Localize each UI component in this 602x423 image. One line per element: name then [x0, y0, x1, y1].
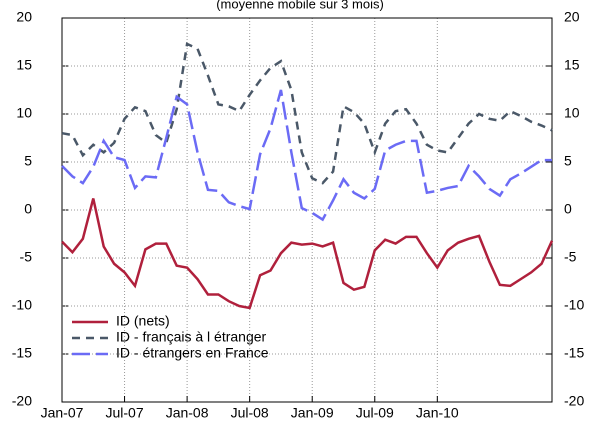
x-tick-label: Jul-08 — [231, 405, 269, 421]
plot-frame — [61, 17, 553, 403]
series-line — [61, 42, 553, 185]
series-line — [61, 89, 552, 222]
y-tick-label: -15 — [12, 345, 32, 361]
x-tick-label: Jul-07 — [105, 405, 143, 421]
x-tick-label: Jan-07 — [41, 405, 84, 421]
y-tick-label: 15 — [16, 57, 32, 73]
y2-tick-label: 20 — [564, 9, 580, 25]
y2-tick-label: 15 — [564, 57, 580, 73]
y2-tick-label: -20 — [564, 393, 584, 409]
y2-tick-label: -15 — [564, 345, 584, 361]
y-tick-label: -20 — [12, 393, 32, 409]
y2-tick-label: -5 — [564, 249, 577, 265]
y2-tick-label: 5 — [564, 153, 572, 169]
legend-label: ID (nets) — [116, 313, 170, 329]
y-tick-label: 5 — [24, 153, 32, 169]
x-tick-label: Jul-09 — [356, 405, 394, 421]
legend-label: ID - français à l étranger — [116, 329, 267, 345]
y2-tick-label: 0 — [564, 201, 572, 217]
y-tick-label: 10 — [16, 105, 32, 121]
x-tick-label: Jan-10 — [416, 405, 459, 421]
y-tick-label: 20 — [16, 9, 32, 25]
y-tick-label: -5 — [20, 249, 33, 265]
y-tick-label: -10 — [12, 297, 32, 313]
x-tick-label: Jan-08 — [166, 405, 209, 421]
y2-tick-label: -10 — [564, 297, 584, 313]
y2-tick-label: 10 — [564, 105, 580, 121]
y-tick-label: 0 — [24, 201, 32, 217]
series-line — [61, 198, 554, 310]
chart-subtitle: (moyenne mobile sur 3 mois) — [216, 0, 384, 11]
x-tick-label: Jan-09 — [291, 405, 334, 421]
legend-label: ID - étrangers en France — [116, 345, 269, 361]
